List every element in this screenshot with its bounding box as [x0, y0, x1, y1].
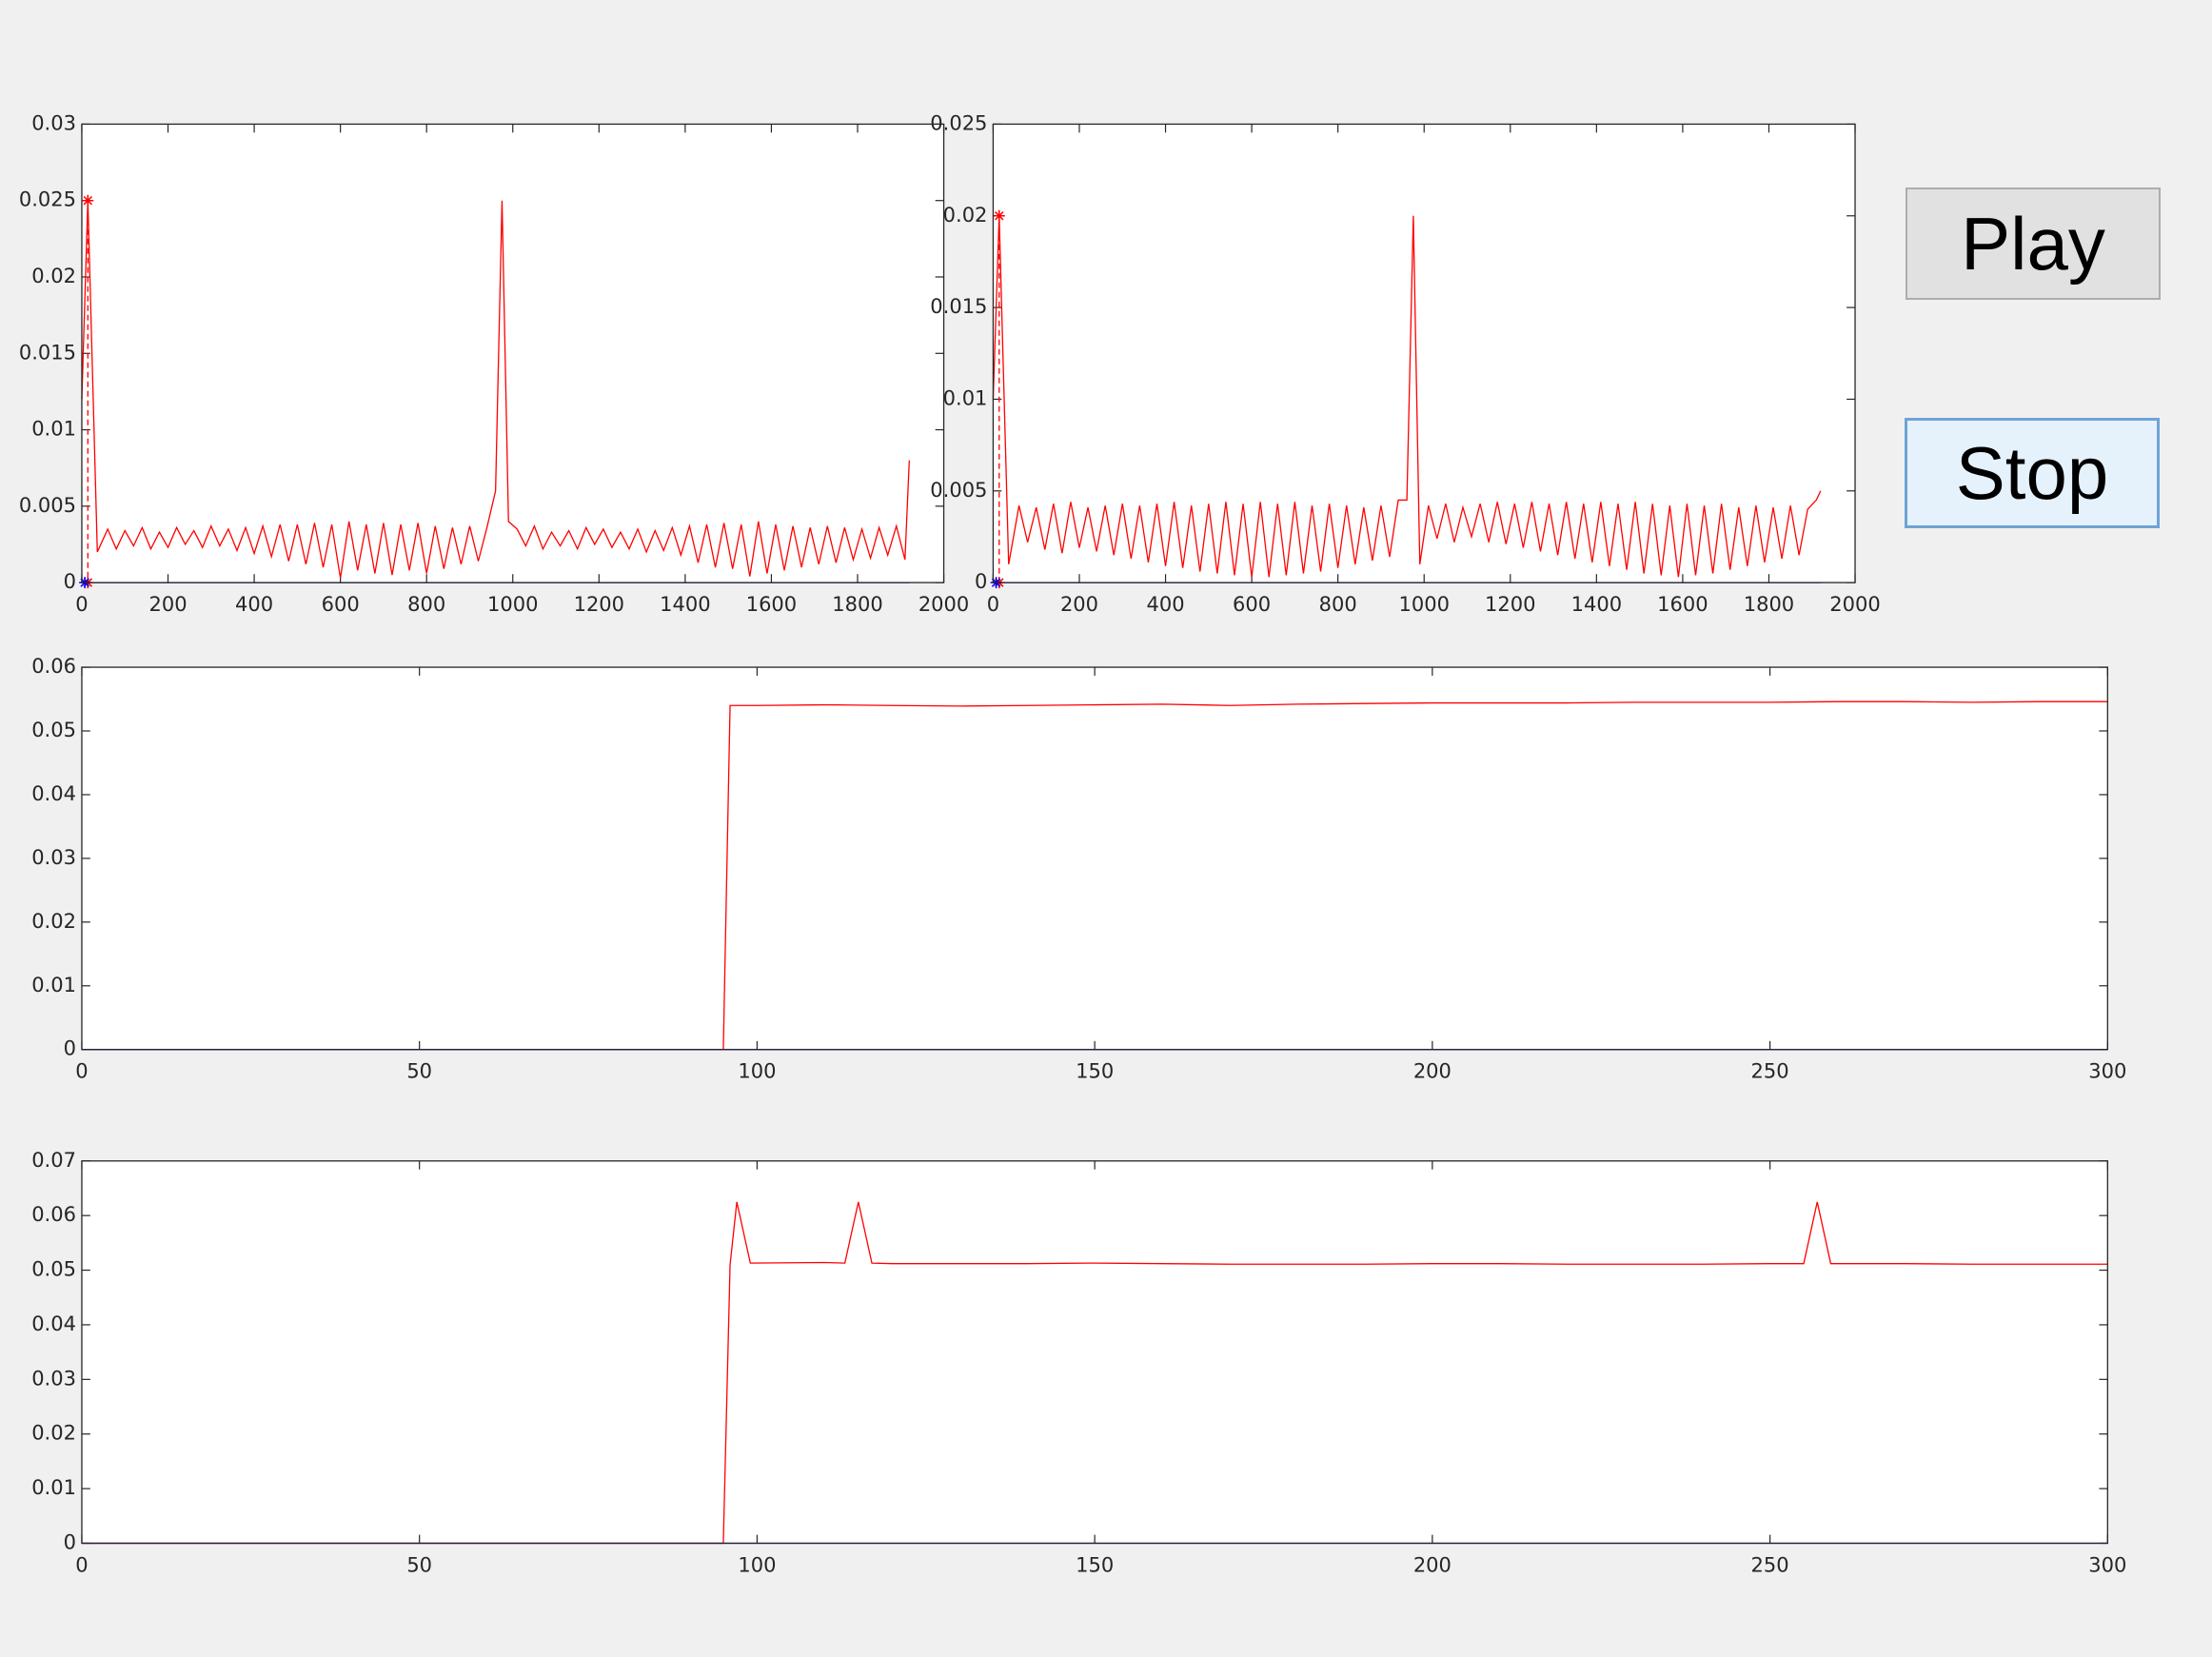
y-tick-label: 0.025 — [930, 111, 987, 134]
y-tick-label: 0.04 — [31, 1312, 76, 1335]
y-tick-label: 0.02 — [31, 265, 76, 287]
x-tick-label: 250 — [1751, 1553, 1789, 1576]
series-line — [81, 700, 2108, 1051]
x-tick-label: 800 — [1319, 593, 1357, 616]
x-tick-label: 250 — [1751, 1060, 1789, 1083]
x-tick-label: 1800 — [1744, 593, 1794, 616]
x-tick-label: 1200 — [574, 593, 624, 616]
y-tick-label: 0.01 — [31, 418, 76, 441]
y-tick-label: 0.01 — [31, 974, 76, 996]
y-tick-label: 0.01 — [943, 386, 988, 409]
x-tick-label: 150 — [1076, 1060, 1114, 1083]
x-tick-label: 1400 — [660, 593, 710, 616]
x-tick-label: 800 — [407, 593, 445, 616]
x-tick-label: 50 — [406, 1060, 432, 1083]
y-tick-label: 0.03 — [31, 1367, 76, 1390]
y-tick-label: 0.005 — [19, 494, 76, 517]
x-tick-label: 1800 — [832, 593, 882, 616]
y-tick-label: 0.025 — [19, 188, 76, 211]
axes-background — [81, 1160, 2108, 1544]
y-tick-label: 0 — [64, 570, 76, 593]
x-tick-label: 50 — [406, 1553, 432, 1576]
y-tick-label: 0 — [64, 1037, 76, 1060]
x-tick-label: 600 — [1233, 593, 1271, 616]
x-tick-label: 2000 — [918, 593, 969, 616]
x-tick-label: 2000 — [1829, 593, 1880, 616]
axes-frame — [81, 666, 2108, 1051]
axes-background — [993, 124, 1856, 583]
x-tick-label: 0 — [75, 593, 88, 616]
y-tick-label: 0.005 — [930, 479, 987, 502]
y-tick-label: 0.06 — [31, 655, 76, 678]
x-tick-label: 600 — [322, 593, 360, 616]
x-tick-label: 200 — [1060, 593, 1098, 616]
axes-frame — [81, 123, 945, 583]
x-tick-label: 150 — [1076, 1553, 1114, 1576]
x-tick-label: 1200 — [1485, 593, 1535, 616]
series-line — [992, 215, 1822, 578]
axes-frame — [81, 1160, 2108, 1545]
x-tick-label: 0 — [987, 593, 999, 616]
x-tick-label: 1000 — [1398, 593, 1449, 616]
x-tick-label: 1000 — [487, 593, 538, 616]
y-tick-label: 0.03 — [31, 846, 76, 869]
y-tick-label: 0.03 — [31, 111, 76, 134]
y-tick-label: 0.015 — [19, 341, 76, 364]
x-tick-label: 100 — [738, 1553, 776, 1576]
x-tick-label: 300 — [2088, 1553, 2126, 1576]
y-tick-label: 0.015 — [930, 295, 987, 318]
y-tick-label: 0.05 — [31, 719, 76, 741]
x-tick-label: 400 — [1146, 593, 1184, 616]
x-tick-label: 400 — [235, 593, 273, 616]
stop-button[interactable]: Stop — [1905, 418, 2160, 528]
x-tick-label: 200 — [148, 593, 187, 616]
y-tick-label: 0 — [64, 1530, 76, 1553]
x-tick-label: 0 — [75, 1553, 88, 1576]
series-line — [81, 1201, 2108, 1545]
x-tick-label: 200 — [1413, 1553, 1452, 1576]
star-marker — [82, 194, 94, 207]
y-tick-label: 0.01 — [31, 1476, 76, 1499]
x-tick-label: 300 — [2088, 1060, 2126, 1083]
x-tick-label: 100 — [738, 1060, 776, 1083]
play-button[interactable]: Play — [1906, 187, 2161, 300]
y-tick-label: 0.04 — [31, 782, 76, 805]
y-tick-label: 0.02 — [31, 910, 76, 933]
y-tick-label: 0.02 — [31, 1422, 76, 1445]
x-tick-label: 1600 — [1657, 593, 1708, 616]
y-tick-label: 0.06 — [31, 1203, 76, 1226]
axes-frame — [992, 123, 1856, 583]
axes-background — [81, 667, 2108, 1050]
x-tick-label: 1400 — [1571, 593, 1622, 616]
x-tick-label: 1600 — [746, 593, 797, 616]
y-tick-label: 0.07 — [31, 1149, 76, 1172]
series-line — [81, 200, 910, 579]
y-tick-label: 0.05 — [31, 1258, 76, 1281]
y-tick-label: 0 — [975, 570, 987, 593]
x-tick-label: 200 — [1413, 1060, 1452, 1083]
axes-background — [81, 124, 944, 583]
x-tick-label: 0 — [75, 1060, 88, 1083]
y-tick-label: 0.02 — [943, 204, 988, 227]
star-marker — [993, 209, 1005, 222]
